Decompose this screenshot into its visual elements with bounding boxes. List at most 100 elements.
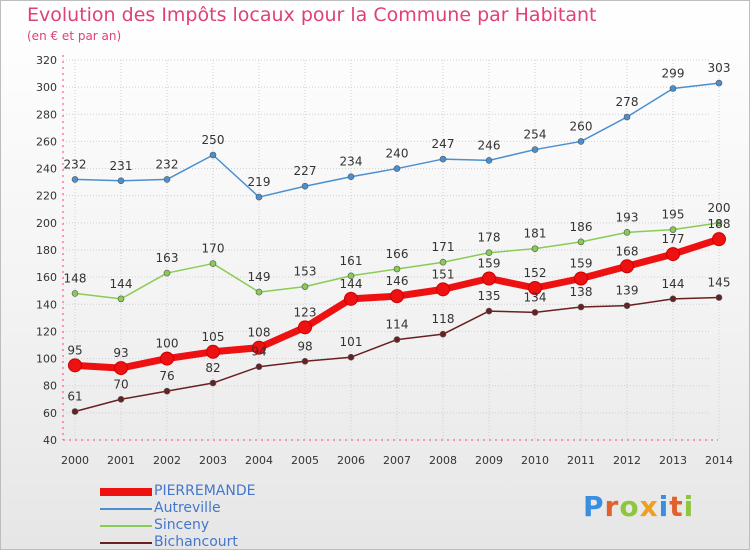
data-label: 159 [478, 257, 501, 271]
logo-letter: t [669, 490, 684, 523]
legend-swatch [100, 525, 152, 527]
y-tick-label: 300 [36, 81, 57, 94]
data-label: 177 [662, 232, 685, 246]
data-point [347, 272, 355, 280]
data-label: 171 [432, 240, 455, 254]
data-label: 139 [616, 284, 639, 298]
data-label: 152 [524, 266, 547, 280]
data-point [163, 176, 171, 183]
data-label: 170 [202, 242, 225, 256]
data-label: 138 [570, 285, 593, 299]
data-label: 98 [297, 339, 312, 353]
axes: 40 60 80 100 120 140 160 180 200 220 240 260 280 300 3… [36, 54, 733, 467]
data-label: 94 [251, 345, 266, 359]
chart-subtitle: (en € et par an) [27, 29, 122, 43]
x-tick-label: 2007 [383, 454, 411, 467]
data-label: 181 [524, 227, 547, 241]
data-label: 188 [708, 217, 731, 231]
data-point [669, 85, 677, 92]
grid [63, 59, 720, 441]
data-point [393, 165, 401, 172]
logo-letter: i [683, 490, 695, 523]
data-point [71, 408, 79, 415]
data-point [301, 182, 309, 190]
data-point [623, 113, 631, 121]
data-point [117, 177, 125, 185]
data-point [485, 157, 493, 164]
x-tick-label: 2006 [337, 454, 365, 467]
logo-letter: r [604, 490, 620, 523]
x-tick-label: 2008 [429, 454, 457, 467]
data-point [666, 247, 680, 262]
legend-label: Autreville [154, 500, 221, 516]
data-label: 151 [432, 267, 455, 281]
data-point [577, 138, 585, 145]
data-point [485, 249, 493, 257]
data-label: 240 [386, 147, 409, 161]
x-tick-label: 2010 [521, 454, 549, 467]
x-tick-label: 2002 [153, 454, 181, 467]
y-tick-label: 240 [36, 163, 57, 176]
data-point [71, 176, 79, 183]
proxiti-logo: Proxiti [583, 490, 694, 523]
data-label: 105 [202, 330, 225, 344]
data-label: 118 [432, 312, 455, 326]
legend-label: Sinceny [154, 517, 210, 533]
y-tick-label: 180 [36, 244, 57, 257]
data-point [347, 353, 355, 361]
data-label: 76 [159, 369, 174, 383]
data-label: 193 [616, 210, 639, 224]
y-tick-label: 120 [36, 325, 57, 338]
y-tick-label: 140 [36, 298, 57, 311]
data-label: 144 [110, 277, 133, 291]
data-point [206, 344, 220, 359]
data-label: 163 [156, 251, 179, 265]
data-point [623, 302, 631, 309]
data-point [163, 269, 171, 277]
data-label: 232 [64, 157, 87, 171]
data-point [439, 155, 447, 163]
data-point [68, 358, 82, 373]
y-tick-label: 40 [43, 434, 57, 447]
x-tick-label: 2013 [659, 454, 687, 467]
data-point [255, 288, 263, 296]
data-label: 144 [662, 277, 685, 291]
data-point [117, 395, 125, 403]
data-label: 146 [386, 274, 409, 288]
data-point [209, 379, 217, 387]
x-tick-label: 2003 [199, 454, 227, 467]
data-point [117, 295, 125, 303]
data-label: 250 [202, 133, 225, 147]
data-point [577, 303, 585, 311]
y-tick-label: 160 [36, 271, 57, 284]
data-point [531, 309, 539, 316]
chart-title: Evolution des Impôts locaux pour la Comm… [27, 4, 597, 26]
data-label: 144 [340, 277, 363, 291]
data-label: 247 [432, 137, 455, 151]
data-label: 303 [708, 61, 731, 75]
data-point [301, 357, 309, 365]
data-point [715, 294, 723, 301]
data-label: 168 [616, 244, 639, 258]
data-point [255, 193, 263, 201]
data-label: 93 [113, 346, 128, 360]
data-label: 200 [708, 201, 731, 215]
y-tick-label: 80 [43, 380, 57, 393]
x-tick-label: 2000 [61, 454, 89, 467]
logo-letter: x [639, 490, 659, 523]
data-label: 95 [67, 343, 82, 357]
data-point [439, 258, 447, 266]
series-layer [68, 79, 726, 415]
data-point [71, 290, 79, 297]
data-point [715, 219, 723, 227]
data-point [712, 232, 726, 247]
data-point [393, 336, 401, 343]
legend-swatch [100, 542, 152, 544]
data-label: 123 [294, 305, 317, 319]
y-tick-label: 320 [36, 54, 57, 67]
data-label: 260 [570, 119, 593, 133]
legend-swatch [100, 488, 152, 496]
data-label: 219 [248, 175, 271, 189]
data-label: 134 [524, 290, 547, 304]
